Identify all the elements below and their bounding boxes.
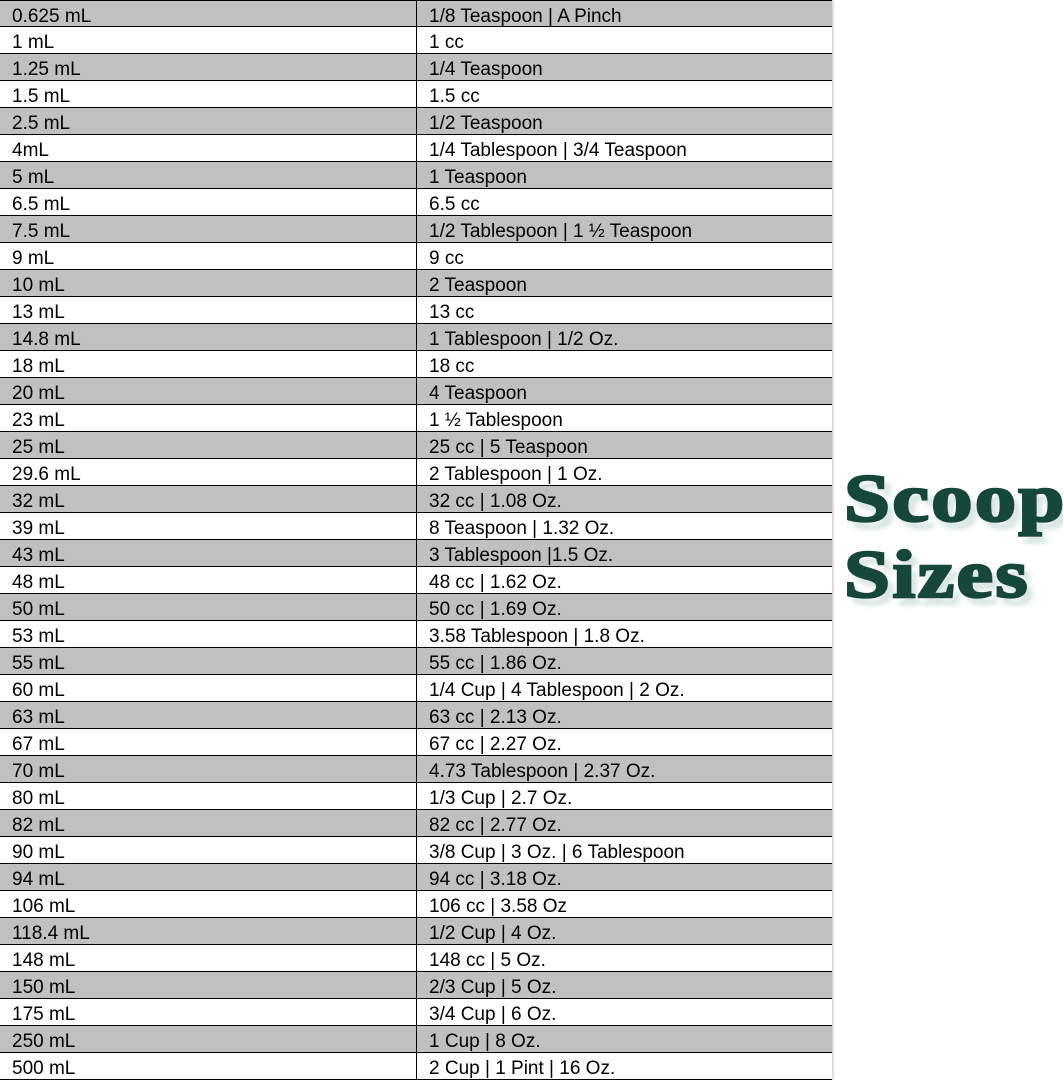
svg-text:Scoop: Scoop (844, 462, 1063, 537)
svg-text:Sizes: Sizes (844, 538, 1030, 613)
